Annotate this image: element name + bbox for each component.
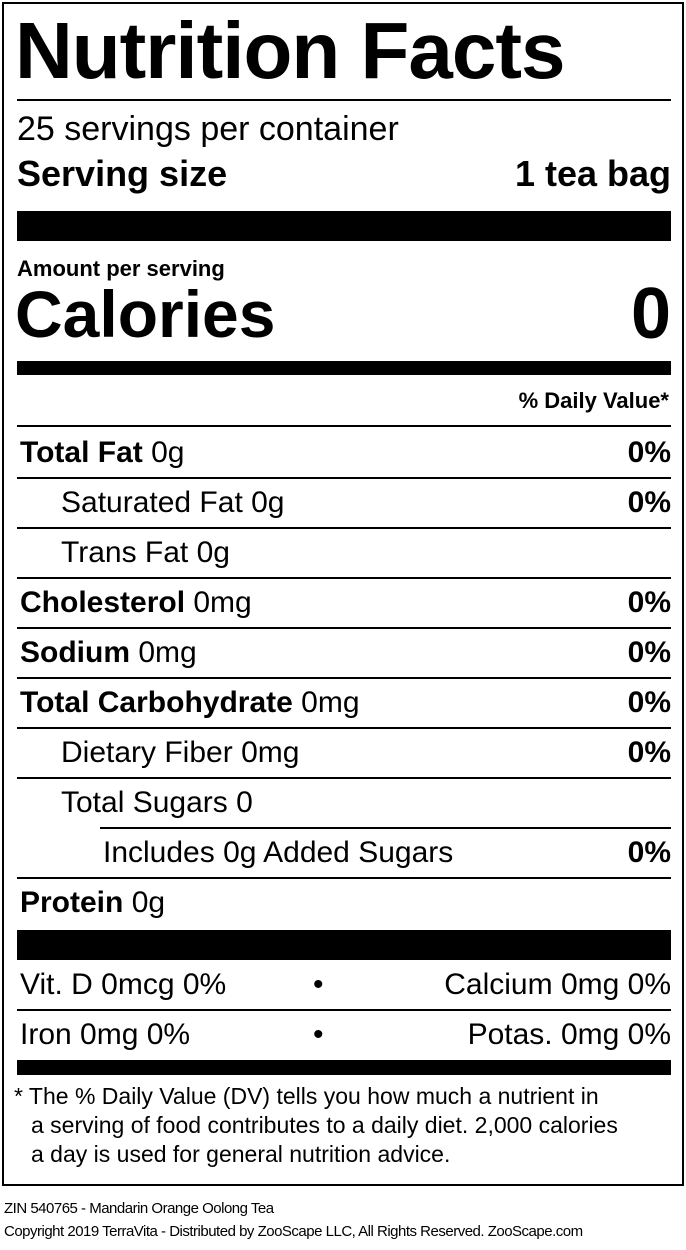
servings-per-container: 25 servings per container: [17, 110, 399, 148]
nutrient-name: Includes 0g Added Sugars: [103, 828, 453, 878]
nutrient-row: Total Carbohydrate 0mg 0%: [17, 678, 671, 728]
vitamin-bullet: •: [313, 1018, 324, 1051]
footnote-line: a day is used for general nutrition advi…: [31, 1141, 451, 1167]
nutrient-row: Sodium 0mg 0%: [17, 628, 671, 678]
divider: [17, 1009, 671, 1011]
divider: [17, 577, 671, 579]
nutrient-amount: 0g: [151, 436, 185, 469]
nutrient-label: Dietary Fiber: [61, 736, 233, 769]
nutrient-name: Trans Fat 0g: [61, 528, 230, 578]
divider: [17, 677, 671, 679]
amount-per-serving: Amount per serving: [17, 256, 225, 281]
divider: [17, 627, 671, 629]
nutrition-facts-panel: [2, 2, 684, 1186]
nutrient-row: Protein 0g: [17, 878, 671, 928]
vitamin-left: Vit. D 0mcg 0%: [20, 968, 227, 1001]
nutrient-row: Total Sugars 0: [17, 778, 671, 828]
nutrient-amount: 0g: [251, 486, 285, 519]
nutrient-label: Total Fat: [20, 436, 143, 469]
thick-divider: [17, 930, 671, 960]
nutrient-daily-value: 0%: [627, 486, 671, 519]
vitamin-right: Potas. 0mg 0%: [467, 1018, 671, 1051]
medium-divider: [17, 1060, 671, 1075]
nutrient-name: Total Fat 0g: [20, 428, 185, 478]
nutrient-name: Protein 0g: [20, 878, 165, 928]
nutrient-daily-value: 0%: [627, 686, 671, 719]
divider: [17, 425, 671, 427]
nutrient-label: Protein: [20, 886, 124, 919]
vitamin-mineral-row: Iron 0mg 0% • Potas. 0mg 0%: [17, 1010, 671, 1060]
nutrient-daily-value: 0%: [627, 436, 671, 469]
nutrient-name: Saturated Fat 0g: [61, 478, 285, 528]
daily-value-header: % Daily Value*: [518, 388, 669, 413]
nutrient-label: Cholesterol: [20, 586, 186, 619]
thick-divider: [17, 211, 671, 241]
nutrient-row: Cholesterol 0mg 0%: [17, 578, 671, 628]
divider: [17, 527, 671, 529]
serving-size-value: 1 tea bag: [514, 153, 671, 194]
nutrient-row: Total Fat 0g 0%: [17, 428, 671, 478]
nutrient-row: Saturated Fat 0g 0%: [17, 478, 671, 528]
nutrient-amount: 0g: [196, 536, 230, 569]
vitamin-bullet: •: [313, 968, 324, 1001]
title: Nutrition Facts: [15, 6, 565, 95]
divider: [17, 477, 671, 479]
nutrient-daily-value: 0%: [627, 586, 671, 619]
nutrient-label: Total Sugars: [61, 786, 228, 819]
nutrient-daily-value: 0%: [627, 636, 671, 669]
nutrient-label: Includes 0g Added Sugars: [103, 836, 454, 869]
vitamin-mineral-row: Vit. D 0mcg 0% • Calcium 0mg 0%: [17, 960, 671, 1010]
nutrient-daily-value: 0%: [627, 836, 671, 869]
nutrient-amount: 0: [236, 786, 253, 819]
nutrient-name: Cholesterol 0mg: [20, 578, 252, 628]
calories-value: 0: [630, 274, 671, 354]
divider: [17, 99, 671, 101]
nutrient-label: Saturated Fat: [61, 486, 243, 519]
footnote-line: * The % Daily Value (DV) tells you how m…: [14, 1083, 599, 1109]
nutrient-name: Total Carbohydrate 0mg: [20, 678, 360, 728]
nutrient-amount: 0mg: [241, 736, 300, 769]
divider: [100, 827, 671, 829]
nutrient-row: Trans Fat 0g: [17, 528, 671, 578]
nutrient-name: Sodium 0mg: [20, 628, 197, 678]
nutrient-row: Dietary Fiber 0mg 0%: [17, 728, 671, 778]
divider: [17, 877, 671, 879]
nutrient-row: Includes 0g Added Sugars 0%: [17, 828, 671, 878]
calories-label: Calories: [15, 277, 276, 351]
nutrient-amount: 0mg: [193, 586, 252, 619]
footnote: * The % Daily Value (DV) tells you how m…: [14, 1082, 674, 1169]
nutrient-label: Total Carbohydrate: [20, 686, 293, 719]
vitamin-right: Calcium 0mg 0%: [444, 968, 671, 1001]
serving-size-label: Serving size: [17, 153, 228, 194]
nutrient-label: Sodium: [20, 636, 130, 669]
vitamin-left: Iron 0mg 0%: [20, 1018, 191, 1051]
product-line: ZIN 540765 - Mandarin Orange Oolong Tea: [4, 1200, 274, 1217]
medium-divider: [17, 361, 671, 375]
footnote-line: a serving of food contributes to a daily…: [31, 1112, 618, 1138]
nutrient-name: Total Sugars 0: [61, 778, 253, 828]
nutrient-daily-value: 0%: [627, 736, 671, 769]
nutrient-name: Dietary Fiber 0mg: [61, 728, 299, 778]
divider: [17, 777, 671, 779]
nutrient-label: Trans Fat: [61, 536, 189, 569]
nutrient-amount: 0mg: [138, 636, 197, 669]
divider: [17, 727, 671, 729]
nutrient-amount: 0g: [131, 886, 166, 919]
nutrient-amount: 0mg: [301, 686, 360, 719]
copyright: Copyright 2019 TerraVita - Distributed b…: [4, 1223, 583, 1240]
